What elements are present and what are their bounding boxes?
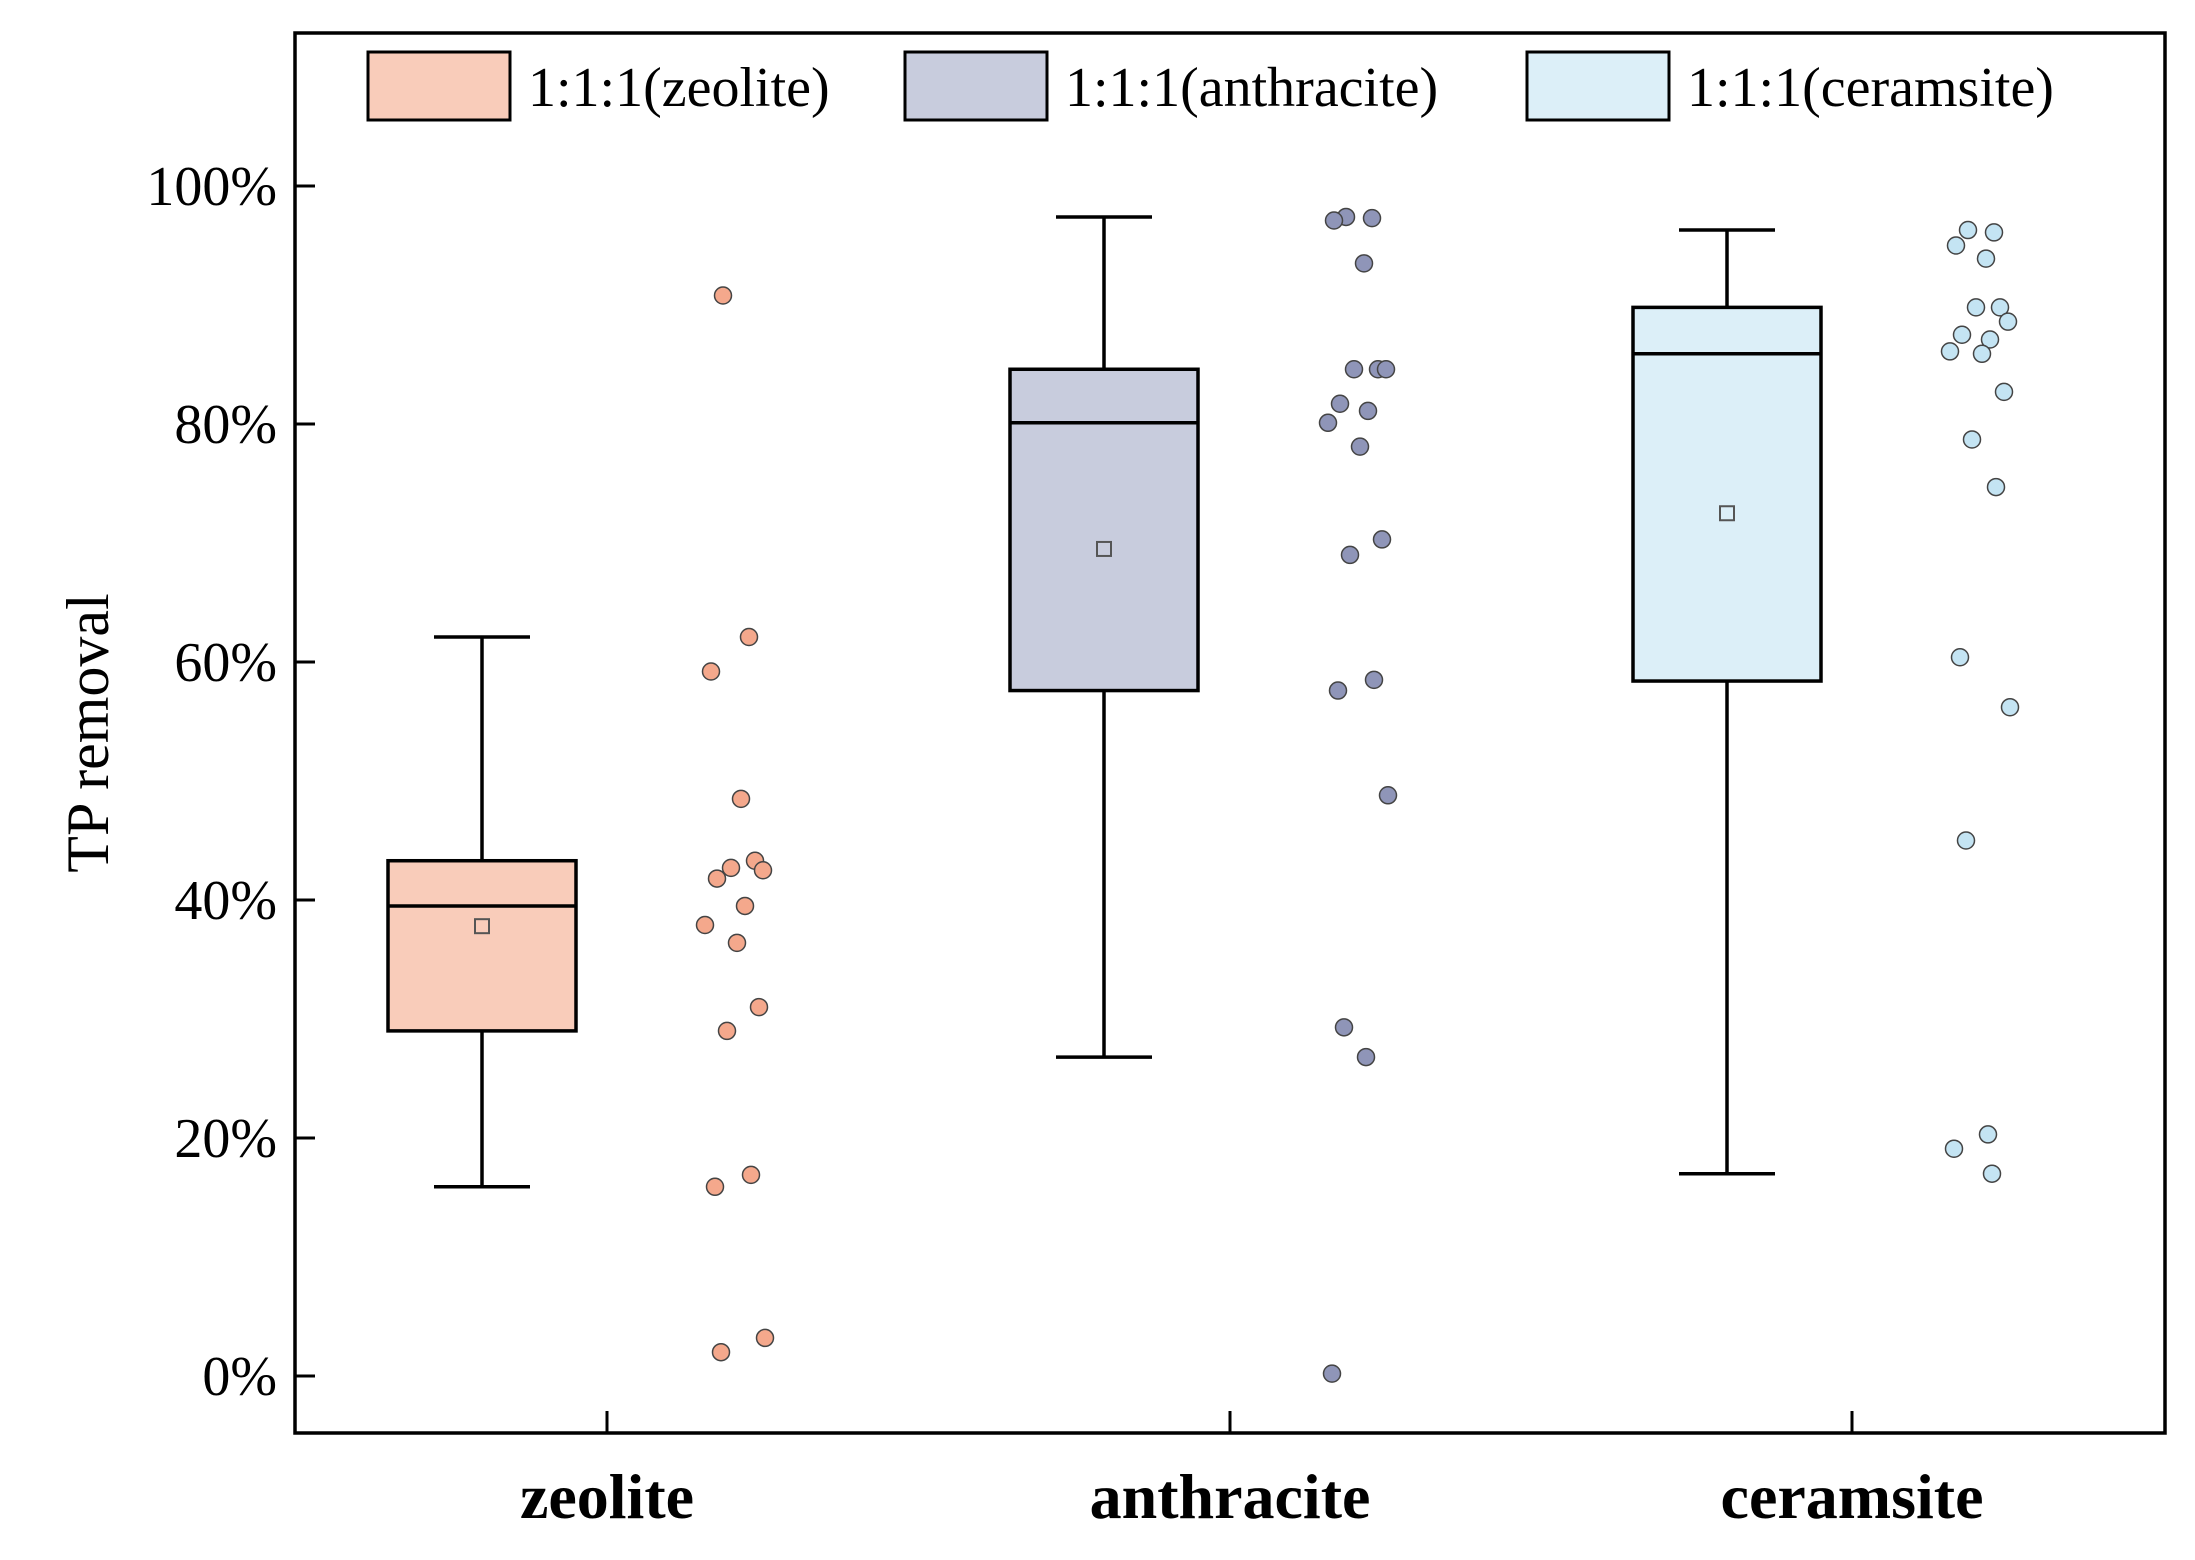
x-axis: zeolite anthracite ceramsite — [520, 1411, 1984, 1532]
data-point-ceramsite — [1978, 1125, 1998, 1144]
legend-label: 1:1:1(zeolite) — [528, 57, 830, 119]
data-point-ceramsite — [1966, 298, 1986, 317]
y-tick-label: 0% — [202, 1346, 277, 1408]
iqr-box — [1631, 305, 1823, 683]
data-point-ceramsite — [1958, 220, 1978, 240]
data-point-ceramsite — [2000, 697, 2020, 717]
data-point-anthracite — [1372, 530, 1392, 549]
data-point-zeolite — [701, 662, 721, 681]
data-point-anthracite — [1362, 208, 1382, 228]
data-point-zeolite — [717, 1021, 737, 1041]
box-ceramsite — [1631, 228, 1823, 1176]
data-point-zeolite — [695, 915, 715, 935]
data-point-anthracite — [1376, 360, 1396, 379]
data-point-zeolite — [741, 1165, 761, 1185]
data-point-ceramsite — [1946, 236, 1966, 255]
data-point-ceramsite — [1990, 298, 2010, 317]
data-point-ceramsite — [1952, 325, 1972, 344]
legend: 1:1:1(zeolite) 1:1:1(anthracite) 1:1:1(cer… — [366, 50, 2054, 122]
data-point-zeolite — [713, 286, 733, 305]
x-category-label: anthracite — [1090, 1461, 1371, 1532]
x-category-label: ceramsite — [1721, 1461, 1984, 1532]
data-point-anthracite — [1358, 401, 1378, 421]
x-category-label: zeolite — [520, 1461, 694, 1532]
plot-frame — [293, 31, 2167, 1435]
y-tick-label: 20% — [174, 1108, 277, 1170]
legend-label: 1:1:1(ceramsite) — [1687, 57, 2054, 119]
data-point-anthracite — [1364, 670, 1384, 690]
y-tick-label: 80% — [174, 394, 277, 456]
legend-swatch — [366, 50, 512, 122]
y-tick-label: 100% — [146, 156, 277, 218]
legend-swatch — [1525, 50, 1671, 122]
data-point-anthracite — [1354, 254, 1374, 273]
data-point-zeolite — [739, 627, 759, 647]
data-point-ceramsite — [1972, 344, 1992, 364]
data-point-ceramsite — [1986, 477, 2006, 497]
data-point-anthracite — [1378, 786, 1398, 805]
data-point-zeolite — [705, 1177, 725, 1197]
data-point-zeolite — [721, 858, 741, 878]
data-point-anthracite — [1340, 545, 1360, 565]
data-point-zeolite — [731, 789, 751, 809]
legend-swatch — [903, 50, 1049, 122]
y-tick-label: 40% — [174, 870, 277, 932]
data-point-anthracite — [1356, 1047, 1376, 1067]
data-point-ceramsite — [1950, 647, 1970, 667]
data-point-ceramsite — [1956, 831, 1976, 850]
box-series — [386, 215, 1823, 1189]
data-point-zeolite — [707, 869, 727, 888]
data-point-zeolite — [755, 1328, 775, 1348]
data-point-anthracite — [1328, 681, 1348, 700]
y-axis: 0% 20% 40% 60% 80% 100% — [146, 156, 315, 1408]
scatter-points — [695, 207, 2020, 1383]
legend-label: 1:1:1(anthracite) — [1065, 57, 1438, 119]
box-anthracite — [1008, 215, 1200, 1059]
iqr-box — [386, 858, 578, 1033]
data-point-ceramsite — [1980, 330, 2000, 349]
data-point-zeolite — [711, 1342, 731, 1362]
data-point-ceramsite — [1944, 1139, 1964, 1158]
y-axis-title: TP removal — [55, 593, 121, 872]
box-zeolite — [386, 635, 578, 1189]
y-tick-label: 60% — [174, 632, 277, 694]
data-point-anthracite — [1350, 437, 1370, 456]
data-point-anthracite — [1318, 413, 1338, 433]
data-point-zeolite — [749, 997, 769, 1017]
mean-marker — [1719, 505, 1735, 522]
data-point-zeolite — [727, 933, 747, 953]
data-point-anthracite — [1330, 394, 1350, 414]
iqr-box — [1008, 367, 1200, 693]
data-point-zeolite — [735, 896, 755, 916]
data-point-anthracite — [1324, 211, 1344, 230]
data-point-ceramsite — [1976, 249, 1996, 268]
data-point-ceramsite — [1962, 430, 1982, 449]
data-point-ceramsite — [1982, 1164, 2002, 1183]
data-point-ceramsite — [1994, 382, 2014, 402]
mean-marker — [1096, 540, 1112, 557]
data-point-anthracite — [1344, 360, 1364, 379]
mean-marker — [474, 918, 490, 935]
data-point-ceramsite — [1984, 223, 2004, 242]
data-point-anthracite — [1322, 1364, 1342, 1383]
data-point-ceramsite — [1940, 342, 1960, 361]
data-point-anthracite — [1334, 1018, 1354, 1037]
data-point-ceramsite — [1998, 312, 2018, 331]
data-point-zeolite — [753, 861, 773, 880]
